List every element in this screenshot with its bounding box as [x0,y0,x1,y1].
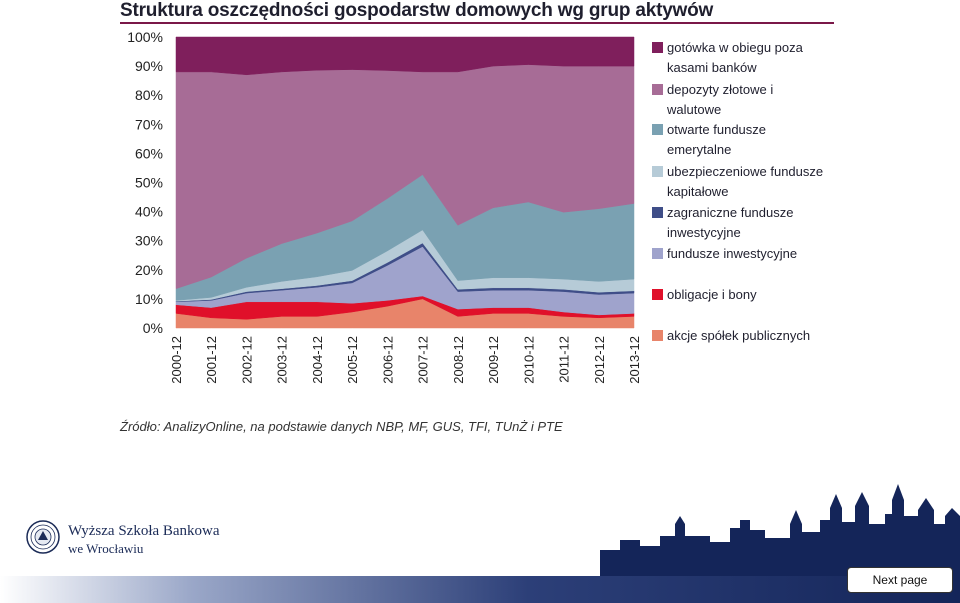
y-tick-label: 70% [135,116,163,132]
legend-label: ubezpieczeniowe fundusze kapitałowe [667,164,823,199]
legend-swatch [652,330,663,341]
legend-swatch [652,289,663,300]
legend-label: gotówka w obiegu poza kasami banków [667,40,804,75]
source-note: Źródło: AnalizyOnline, na podstawie dany… [120,419,563,434]
legend-label: zagraniczne fundusze inwestycyjne [667,205,793,240]
y-tick-label: 100% [127,29,163,45]
stacked-area-chart: 0% 10% 20% 30% 40% 50% 60% 70% 80% 90% 100% 2000-12… [127,29,823,384]
footer-bar [0,576,960,603]
x-tick-label: 2006-12 [380,336,395,384]
y-tick-label: 30% [135,233,163,249]
x-tick-label: 2003-12 [275,336,290,384]
x-tick-label: 2009-12 [486,336,501,384]
logo-name: Wyższa Szkoła Bankowa [68,523,220,539]
legend-label: obligacje i bony [667,287,757,302]
y-tick-label: 10% [135,291,163,307]
title-underline [120,22,834,24]
x-tick-label: 2011-12 [557,336,572,383]
y-tick-label: 60% [135,145,163,161]
y-tick-label: 20% [135,262,163,278]
y-tick-label: 90% [135,58,163,74]
university-logo: Wyższa Szkoła Bankowa we Wrocławiu [26,520,226,564]
x-tick-label: 2010-12 [521,336,536,384]
legend-label: depozyty złotowe i walutowe [666,82,773,117]
logo-city: we Wrocławiu [68,541,144,556]
legend-label: fundusze inwestycyjne [667,246,797,261]
y-tick-label: 40% [135,204,163,220]
x-tick-label: 2004-12 [310,336,325,384]
legend-swatch [652,42,663,53]
legend-label: otwarte fundusze emerytalne [667,122,766,157]
next-page-button[interactable]: Next page [847,567,953,593]
x-tick-label: 2000-12 [169,336,184,384]
x-tick-label: 2007-12 [416,336,431,384]
x-tick-label: 2002-12 [239,336,254,384]
x-tick-label: 2008-12 [451,336,466,384]
seal-icon [26,520,60,554]
x-tick-label: 2005-12 [345,336,360,384]
y-tick-label: 80% [135,87,163,103]
legend-swatch [652,84,663,95]
x-tick-label: 2012-12 [592,336,607,384]
legend-swatch [652,207,663,218]
legend-swatch [652,124,663,135]
legend-label: akcje spółek publicznych [667,328,810,343]
y-tick-label: 0% [143,320,163,336]
x-tick-label: 2013-12 [627,336,642,384]
page-title: Struktura oszczędności gospodarstw domow… [120,0,714,21]
x-tick-label: 2001-12 [204,336,219,384]
legend-swatch [652,166,663,177]
y-tick-label: 50% [135,175,163,191]
legend-swatch [652,248,663,259]
area-series-7 [175,36,635,76]
city-skyline-icon [600,484,960,580]
